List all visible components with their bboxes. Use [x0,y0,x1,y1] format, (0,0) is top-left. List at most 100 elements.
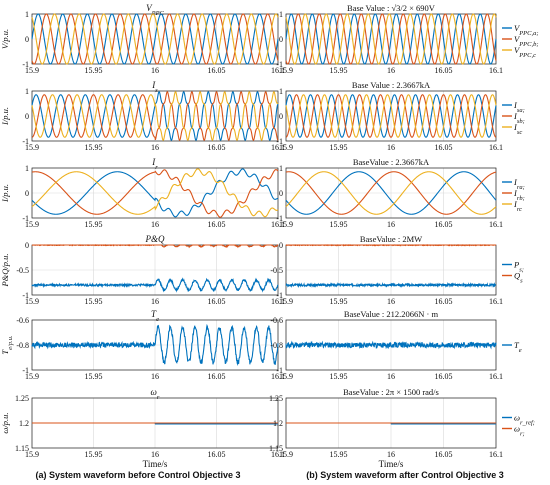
y-tick-label: 0 [279,189,283,198]
y-axis-label: Te/p.u. [0,335,14,355]
plot-frame [285,167,497,219]
x-tick-label: 16.1 [489,297,503,306]
chart-right-5: 15.9 15.95 16 16.05 16.11.151.21.25BaseValue… [269,387,535,469]
x-tick-label: 15.95 [330,372,348,381]
x-tick-label: 15.95 [85,143,103,152]
series-line-2 [285,13,497,65]
x-tick-label: 16 [151,143,159,152]
x-tick-label: 15.95 [85,66,103,75]
legend-label: Te [514,340,522,354]
series-line-1 [285,13,497,65]
legend-label: VPPC,b; [514,34,539,48]
legend-label: VPPC,c [514,45,536,59]
caption-right: (b) System waveform after Control Object… [306,470,504,480]
x-axis-label: Time/s [143,459,168,469]
x-tick-label: 15.9 [25,220,39,229]
plot-frame [285,90,497,142]
x-tick-label: 16 [151,450,159,459]
y-tick-label: 0 [25,112,29,121]
chart-left-3: 15.9 15.95 16 16.05 16.1-1-0.50P&QP&Q/p.u. [0,234,285,306]
x-tick-label: 16.1 [489,450,503,459]
legend-label: VPPC,a; [514,23,539,37]
legend-label: Irb; [513,188,525,202]
x-tick-label: 16.1 [489,372,503,381]
y-tick-label: 1 [279,10,283,19]
x-tick-label: 16.05 [435,66,453,75]
x-tick-label: 16.05 [208,143,226,152]
series-line-1 [31,13,279,65]
x-tick-label: 16 [387,66,395,75]
x-tick-label: 16.1 [271,450,285,459]
x-tick-label: 16.05 [208,297,226,306]
x-tick-label: 16.1 [271,297,285,306]
y-tick-label: -1 [276,60,283,69]
series-line-1 [285,243,497,247]
chart-title: Ir [151,157,158,171]
y-tick-label: -1 [22,366,29,375]
x-tick-label: 15.9 [25,297,39,306]
series-line-1 [31,169,279,218]
x-tick-label: 15.9 [279,297,293,306]
x-tick-label: 15.9 [279,450,293,459]
x-tick-label: 16 [387,297,395,306]
x-tick-label: 16.1 [271,220,285,229]
x-tick-label: 16.05 [208,66,226,75]
y-tick-label: 0 [279,241,283,250]
caption-left: (a) System waveform before Control Objec… [35,470,240,480]
y-tick-label: 1 [25,87,29,96]
y-tick-label: -0.5 [270,266,283,275]
x-tick-label: 16 [151,372,159,381]
x-tick-label: 15.95 [85,297,103,306]
chart-right-2: 15.9 15.95 16 16.05 16.1 -1 0 1 BaseValue : 2.36… [276,157,524,229]
series-line-0 [285,171,497,215]
y-tick-label: 0 [25,35,29,44]
y-tick-label: 1 [279,164,283,173]
y-tick-label: -0.5 [16,266,29,275]
x-tick-label: 15.95 [330,143,348,152]
x-tick-label: 15.9 [279,66,293,75]
x-tick-label: 15.9 [279,372,293,381]
series-line-1 [31,244,279,249]
y-tick-label: -0.6 [270,316,283,325]
x-tick-label: 16.1 [489,220,503,229]
series-line-0 [31,323,279,366]
series-line-2 [285,94,497,138]
x-tick-label: 16.05 [435,143,453,152]
chart-title: BaseValue : 2.3667kA [353,157,430,167]
x-tick-label: 15.9 [279,220,293,229]
chart-left-5: 15.9 15.95 16 16.05 16.11.151.21.25ωrω/p.u.T… [0,387,285,469]
chart-title: Base Value : 2.3667kA [352,80,431,90]
y-tick-label: -1 [276,214,283,223]
y-tick-label: 1.25 [15,394,29,403]
x-tick-label: 16.1 [271,372,285,381]
y-tick-label: 1 [25,10,29,19]
legend-label: Isa; [513,100,525,114]
x-tick-label: 15.95 [85,450,103,459]
x-tick-label: 15.95 [85,220,103,229]
y-tick-label: 0 [279,112,283,121]
legend-label: Irc [513,199,522,213]
x-tick-label: 16.05 [208,220,226,229]
x-tick-label: 15.95 [330,66,348,75]
chart-right-0: 15.9 15.95 16 16.05 16.1 -1 0 1 Base Value : √3/… [276,3,538,75]
y-tick-label: 1 [279,87,283,96]
x-axis-label: Time/s [379,459,404,469]
chart-title: BaseValue : 2MW [360,234,422,244]
y-tick-label: -0.8 [16,341,29,350]
x-tick-label: 15.9 [25,66,39,75]
y-tick-label: -1 [276,291,283,300]
legend-label: Isc [513,122,522,136]
x-tick-label: 16.1 [271,143,285,152]
y-axis-label: I/p.u. [0,184,10,203]
chart-right-1: 15.9 15.95 16 16.05 16.1 -1 0 1 Base Value : 2.3… [276,80,524,152]
y-tick-label: 0 [25,241,29,250]
series-line-1 [285,171,497,215]
y-tick-label: -0.6 [16,316,29,325]
y-tick-label: 0 [279,35,283,44]
y-tick-label: -0.8 [270,341,283,350]
x-tick-label: 16.05 [435,297,453,306]
